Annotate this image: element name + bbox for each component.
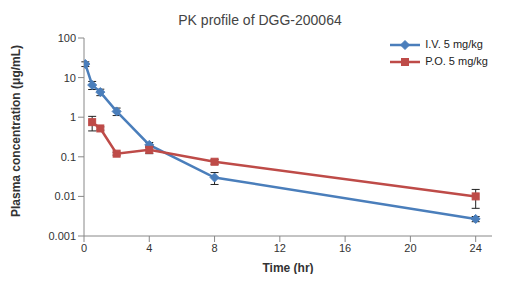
svg-text:Time (hr): Time (hr) <box>262 261 313 274</box>
svg-text:8: 8 <box>211 242 217 254</box>
svg-text:4: 4 <box>146 242 152 254</box>
svg-text:0.1: 0.1 <box>61 151 76 163</box>
svg-text:0: 0 <box>81 242 87 254</box>
html-text:I.V. 5 mg/kg: I.V. 5 mg/kg <box>425 38 483 50</box>
svg-text:16: 16 <box>339 242 351 254</box>
html-text:P.O. 5 mg/kg: P.O. 5 mg/kg <box>425 55 488 67</box>
svg-text:10: 10 <box>64 72 76 84</box>
svg-text:100: 100 <box>58 32 76 44</box>
svg-text:Plasma concentration (μg/mL): Plasma concentration (μg/mL) <box>9 45 23 217</box>
svg-text:20: 20 <box>404 242 416 254</box>
svg-text:0.001: 0.001 <box>48 230 76 242</box>
svg-text:1: 1 <box>70 111 76 123</box>
svg-text:24: 24 <box>470 242 482 254</box>
svg-text:12: 12 <box>274 242 286 254</box>
html-text:PK profile of DGG-200064: PK profile of DGG-200064 <box>178 12 342 28</box>
svg-text:0.01: 0.01 <box>55 190 76 202</box>
